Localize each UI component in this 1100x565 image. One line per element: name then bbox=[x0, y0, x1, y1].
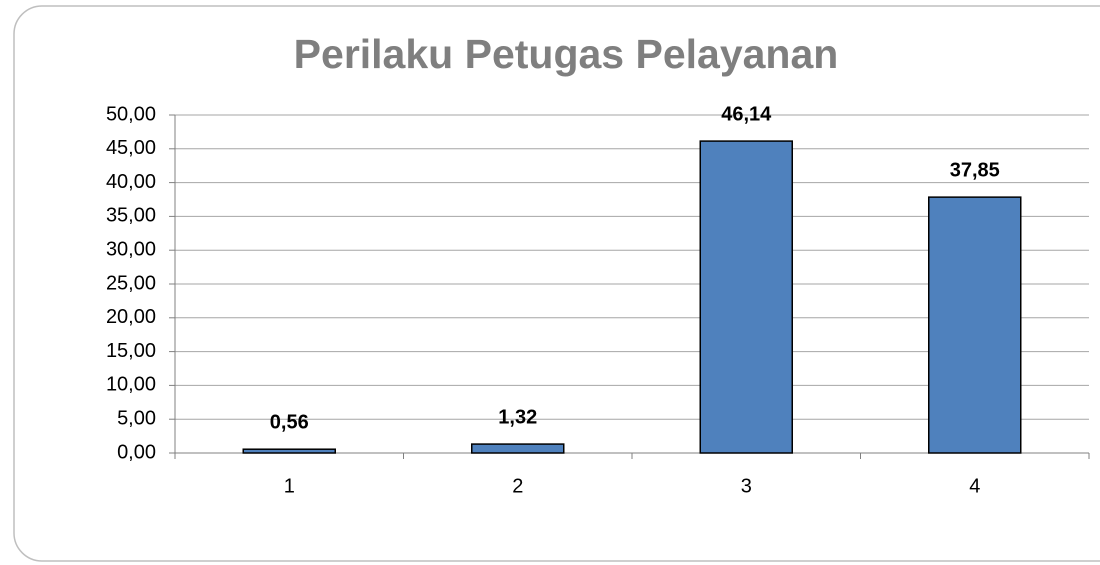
y-tick-label: 10,00 bbox=[106, 374, 156, 396]
y-tick-label: 0,00 bbox=[117, 441, 156, 463]
bar bbox=[699, 140, 793, 454]
y-tick-label: 35,00 bbox=[106, 205, 156, 227]
y-tick-label: 15,00 bbox=[106, 340, 156, 362]
data-label: 1,32 bbox=[498, 406, 537, 428]
y-tick-label: 25,00 bbox=[106, 272, 156, 294]
bar bbox=[242, 448, 336, 454]
y-tick-label: 50,00 bbox=[106, 103, 156, 125]
chart-title: Perilaku Petugas Pelayanan bbox=[294, 31, 839, 77]
data-label: 46,14 bbox=[721, 103, 772, 125]
y-tick-label: 40,00 bbox=[106, 171, 156, 193]
bar bbox=[471, 443, 565, 454]
y-tick-label: 5,00 bbox=[117, 407, 156, 429]
bar bbox=[928, 196, 1022, 454]
data-label: 0,56 bbox=[270, 411, 309, 433]
x-tick-label: 1 bbox=[284, 475, 295, 497]
x-tick-label: 2 bbox=[512, 475, 523, 497]
x-tick-label: 3 bbox=[741, 475, 752, 497]
y-tick-label: 30,00 bbox=[106, 238, 156, 260]
y-tick-label: 20,00 bbox=[106, 306, 156, 328]
y-tick-label: 45,00 bbox=[106, 137, 156, 159]
data-label: 37,85 bbox=[950, 159, 1000, 181]
x-tick-label: 4 bbox=[969, 475, 980, 497]
